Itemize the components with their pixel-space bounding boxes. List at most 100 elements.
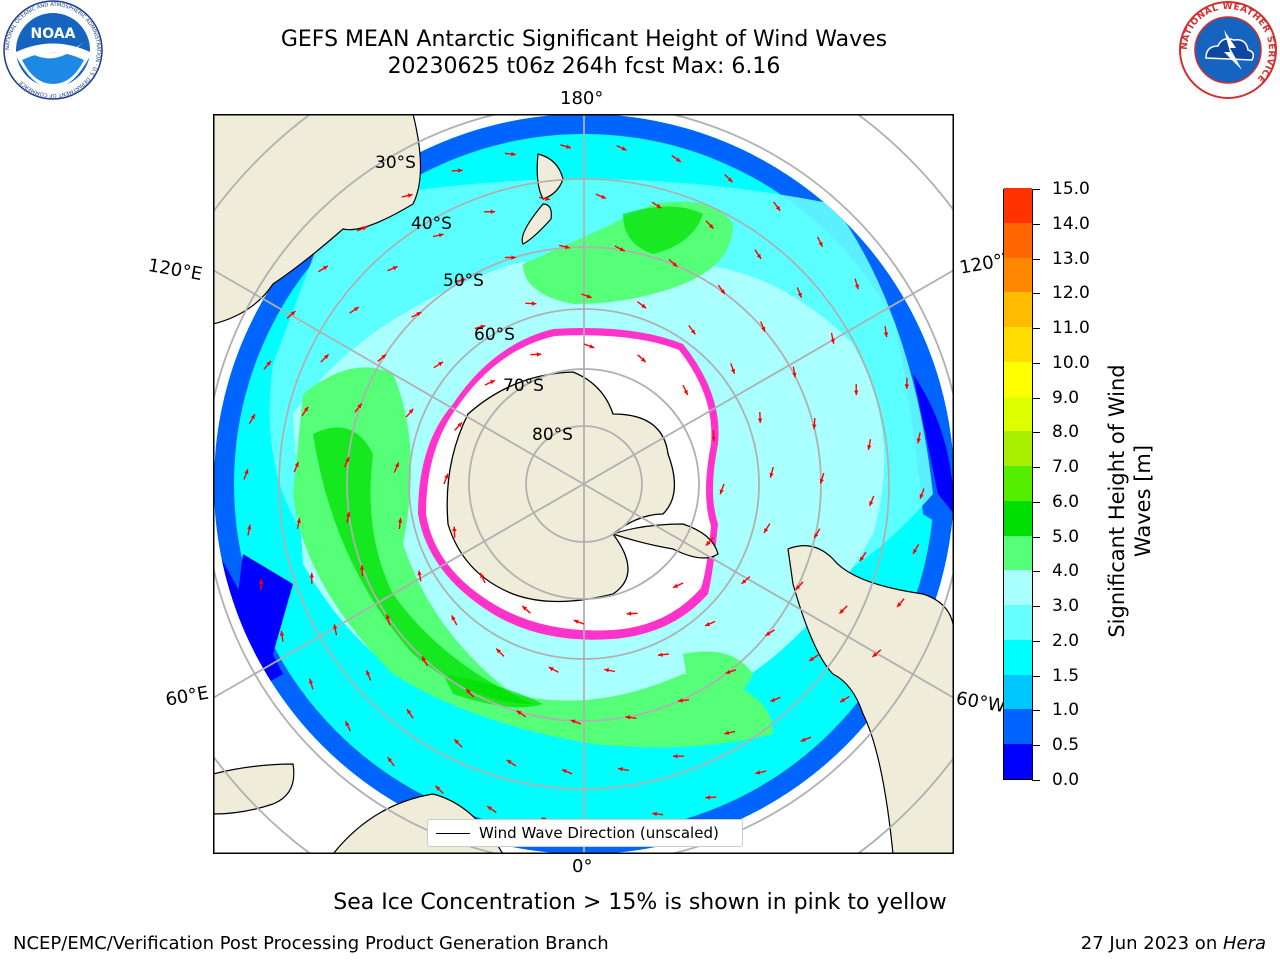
- wave-arrow-head: [279, 630, 285, 636]
- lon-label-180: 180°: [560, 88, 604, 109]
- wave-arrow-head: [487, 806, 493, 811]
- wave-arrow-head: [756, 253, 761, 259]
- wave-arrow-head: [531, 301, 537, 306]
- wave-arrow-head: [619, 247, 625, 252]
- wave-arrow-head: [809, 656, 815, 661]
- wave-arrow-head: [506, 759, 512, 765]
- wave-arrow-head: [904, 384, 909, 389]
- wave-arrow-head: [511, 151, 516, 157]
- wave-arrow-head: [522, 605, 528, 611]
- wave-arrow-head: [854, 390, 859, 396]
- wave-arrow-head: [913, 548, 918, 554]
- wave-arrow-head: [357, 403, 362, 409]
- wave-arrow-head: [290, 311, 296, 316]
- wave-arrow-head: [770, 697, 776, 702]
- lat-label-60s: 60°S: [474, 325, 515, 345]
- wave-arrow-head: [819, 478, 824, 484]
- wave-arrow-head: [818, 241, 823, 247]
- wave-arrow-head: [919, 493, 924, 499]
- wave-arrow-head: [322, 265, 328, 271]
- wave-arrow-head: [362, 226, 368, 231]
- wave-arrow-head: [438, 233, 444, 238]
- wave-arrow-head: [573, 619, 579, 624]
- wave-arrow-head: [719, 489, 724, 495]
- wave-arrow-head: [708, 223, 714, 229]
- wave-arrow-head: [480, 324, 486, 329]
- wave-arrow-head: [764, 528, 769, 533]
- wave-arrow-head: [250, 414, 255, 420]
- wave-arrow-head: [859, 556, 865, 562]
- wave-arrow-head: [839, 608, 845, 614]
- wave-arrow-head: [854, 284, 859, 290]
- wave-arrow-head: [765, 631, 771, 636]
- wave-arrow-head: [897, 602, 902, 608]
- sea-ice-note: Sea Ice Concentration > 15% is shown in …: [333, 890, 947, 915]
- colorbar-segment: [1004, 396, 1032, 432]
- wave-arrow-head: [769, 472, 774, 478]
- wave-arrow-head: [387, 757, 393, 763]
- chart-title: GEFS MEAN Antarctic Significant Height o…: [280, 27, 888, 52]
- producer-credit: NCEP/EMC/Verification Post Processing Pr…: [13, 933, 609, 954]
- wave-arrow-head: [916, 438, 921, 444]
- wave-arrow-head: [705, 795, 711, 800]
- colorbar-segment: [1004, 569, 1032, 606]
- south-america-landmass: [787, 545, 954, 854]
- lon-label-60e: 60°E: [164, 682, 211, 711]
- wave-arrow-head: [394, 462, 399, 468]
- wave-arrow-head: [490, 380, 495, 385]
- wave-arrow-head: [604, 668, 609, 673]
- wave-arrow-head: [323, 354, 329, 360]
- legend-label: Wind Wave Direction (unscaled): [479, 824, 719, 842]
- wave-arrow-head: [673, 583, 678, 588]
- wave-arrow-head: [683, 390, 688, 395]
- wave-arrow-head: [618, 767, 623, 772]
- colorbar-segment: [1004, 465, 1032, 501]
- wave-arrow-head: [570, 719, 576, 724]
- wave-arrow-head: [675, 157, 681, 162]
- wave-arrow-head: [795, 585, 801, 590]
- wave-arrow-head: [800, 737, 806, 742]
- wave-arrow-head: [516, 710, 522, 715]
- wave-arrow-head: [398, 518, 403, 523]
- wave-arrow-head: [444, 473, 449, 479]
- wave-arrow-head: [814, 533, 819, 539]
- wave-arrow-head: [672, 262, 678, 267]
- colorbar-segment: [1004, 639, 1032, 675]
- wave-arrow-head: [309, 572, 314, 578]
- new-zealand-landmass: [521, 153, 564, 245]
- colorbar: [1003, 187, 1033, 780]
- wave-arrow-head: [259, 579, 264, 584]
- host-name: Hera: [1222, 933, 1266, 954]
- wave-arrow-head: [345, 721, 350, 727]
- polar-map: 30°S 40°S 50°S 60°S 70°S 80°S: [213, 114, 954, 854]
- africa-landmass: [213, 763, 295, 815]
- wave-arrow-head: [705, 540, 711, 546]
- colorbar-segment: [1004, 709, 1032, 745]
- wave-arrow-head: [621, 146, 627, 151]
- colorbar-segment: [1004, 361, 1032, 397]
- wave-arrow-head: [730, 368, 735, 374]
- legend-line-swatch: [436, 832, 470, 834]
- lat-label-50s: 50°S: [443, 271, 484, 291]
- colorbar-segment: [1004, 604, 1032, 640]
- wave-arrow-head: [775, 205, 781, 211]
- wave-arrow-head: [385, 614, 390, 620]
- colorbar-segment: [1004, 326, 1032, 362]
- wave-arrow-head: [755, 770, 761, 775]
- wave-arrow-head: [705, 622, 711, 626]
- wave-arrow-head: [727, 177, 733, 183]
- wave-arrow-head: [536, 352, 542, 357]
- wave-arrow-head: [333, 624, 338, 630]
- colorbar-segment: [1004, 291, 1032, 328]
- colorbar-label: Significant Height of Wind Waves [m]: [1105, 364, 1155, 638]
- wave-arrow-head: [626, 611, 632, 616]
- wave-arrow-head: [407, 193, 413, 198]
- wave-arrow-head: [360, 565, 365, 570]
- wave-arrow-head: [672, 754, 678, 759]
- wave-arrow-head: [741, 579, 747, 584]
- wave-arrow-head: [797, 292, 802, 298]
- lat-label-30s: 30°S: [375, 153, 416, 173]
- lat-label-80s: 80°S: [532, 425, 573, 445]
- wave-arrow-head: [309, 678, 314, 684]
- wave-arrow-head: [422, 656, 427, 662]
